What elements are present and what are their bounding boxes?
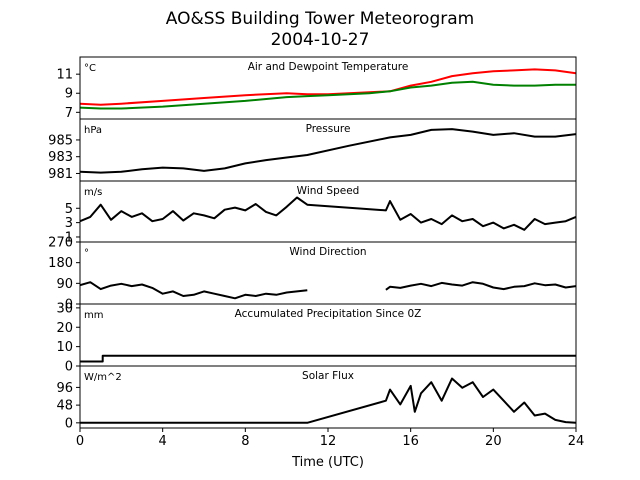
series-line-wind-speed-0 (80, 196, 576, 231)
panel-label-wind-speed: Wind Speed (297, 185, 360, 197)
panel-label-wind-direction: Wind Direction (289, 246, 366, 258)
series-line-wind-direction-1 (385, 281, 576, 291)
y-tick-label: 90 (56, 277, 73, 292)
chart-title: AO&SS Building Tower Meteorogram (166, 9, 474, 29)
panel-label-pressure: Pressure (306, 123, 351, 135)
panels: 7 9 11 °C Air and Dewpoint Temperature 981 983… (48, 56, 577, 431)
series-line-precipitation-0 (80, 354, 576, 363)
y-tick-label: 983 (48, 150, 73, 165)
y-tick-label: 3 (65, 216, 73, 231)
y-tick-label: 1 (65, 230, 73, 245)
y-tick-label: 20 (56, 321, 73, 336)
panel-label-temperature: Air and Dewpoint Temperature (248, 61, 409, 73)
panel-wind-speed: 135 m/s Wind Speed (65, 180, 577, 245)
y-tick-label: 0 (65, 360, 73, 375)
y-tick-label: 11 (56, 68, 73, 83)
series-line-temperature-1 (80, 80, 576, 110)
series-line-temperature-0 (80, 68, 576, 106)
panel-wind-direction: 0 90 180 270 ° Wind Direction (48, 236, 577, 313)
panel-temperature: 7 9 11 °C Air and Dewpoint Temperature (56, 56, 577, 121)
panel-pressure: 981 983 985 hPa Pressure (48, 118, 577, 182)
y-tick-label: 10 (56, 340, 73, 355)
panel-unit-wind-speed: m/s (84, 187, 102, 198)
panel-unit-wind-direction: ° (84, 248, 89, 259)
y-tick-label: 985 (48, 133, 73, 148)
y-tick-label: 48 (56, 399, 73, 414)
x-axis-label: Time (UTC) (291, 455, 364, 470)
y-tick-label: 5 (65, 202, 73, 217)
x-tick-label: 16 (402, 434, 419, 449)
panel-precipitation: 0 10 20 30 mm Accumulated Precipitation Since… (56, 301, 577, 375)
x-tick-label: 24 (568, 434, 585, 449)
chart-subtitle: 2004-10-27 (271, 30, 370, 50)
y-tick-label: 270 (48, 236, 73, 251)
x-tick-label: 4 (159, 434, 167, 449)
y-tick-label: 9 (65, 87, 73, 102)
panel-label-solar-flux: Solar Flux (302, 370, 354, 382)
x-tick-label: 20 (485, 434, 502, 449)
y-tick-label: 96 (56, 381, 73, 396)
y-tick-label: 981 (48, 167, 73, 182)
panel-solar-flux: 0 48 96 W/m^2 Solar Flux (56, 365, 577, 431)
y-tick-label: 30 (56, 301, 73, 316)
panel-unit-solar-flux: W/m^2 (84, 372, 122, 383)
series-line-wind-direction-0 (80, 281, 308, 300)
x-axis: 0 4 8 12 16 20 24 (76, 428, 584, 449)
panel-unit-pressure: hPa (84, 125, 102, 136)
y-tick-label: 180 (48, 256, 73, 271)
y-tick-label: 0 (65, 298, 73, 313)
panel-unit-precipitation: mm (84, 310, 103, 321)
x-tick-label: 0 (76, 434, 84, 449)
x-tick-label: 12 (320, 434, 337, 449)
y-tick-label: 7 (65, 106, 73, 121)
series-line-solar-flux-0 (80, 377, 576, 424)
panel-unit-temperature: °C (84, 63, 96, 74)
x-tick-label: 8 (241, 434, 249, 449)
panel-label-precipitation: Accumulated Precipitation Since 0Z (235, 308, 422, 320)
series-line-pressure-0 (80, 128, 576, 174)
y-tick-label: 0 (65, 416, 73, 431)
